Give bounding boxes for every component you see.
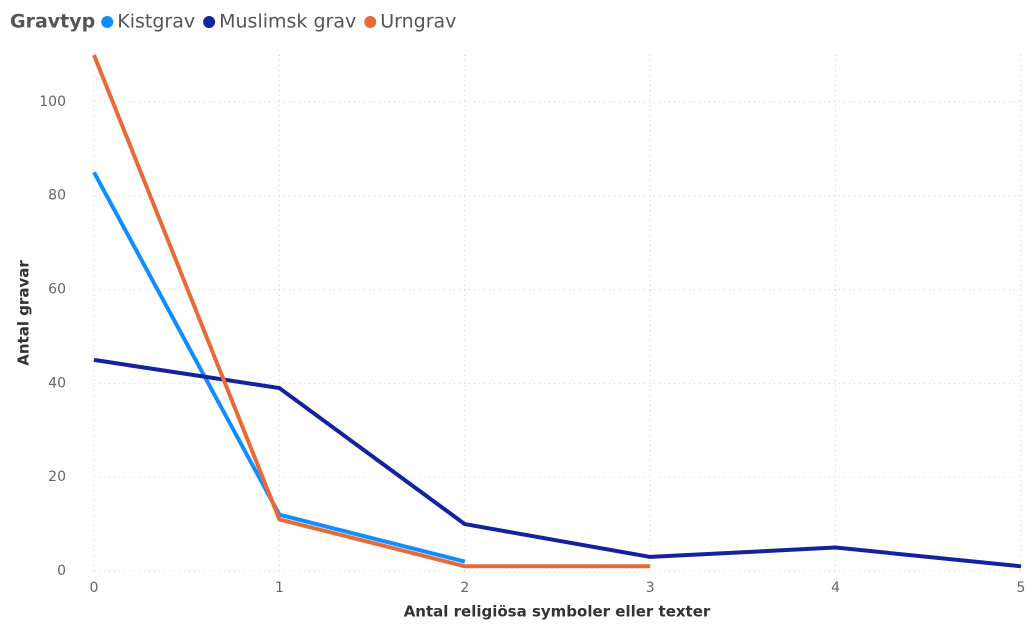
x-tick-label: 2 xyxy=(460,580,469,596)
legend-marker xyxy=(101,16,114,28)
y-tick-label: 80 xyxy=(48,188,66,204)
y-tick-label: 60 xyxy=(48,282,66,298)
x-tick-label: 1 xyxy=(275,580,284,596)
y-tick-label: 100 xyxy=(39,94,66,110)
legend-label: Urngrav xyxy=(380,11,456,33)
series-line xyxy=(92,54,651,569)
legend-marker xyxy=(203,16,216,28)
y-tick-label: 0 xyxy=(57,563,66,579)
y-axis-title: Antal gravar xyxy=(15,260,33,366)
legend-marker xyxy=(364,16,377,28)
x-axis-title: Antal religiösa symboler eller texter xyxy=(404,603,711,621)
x-tick-label: 3 xyxy=(646,580,655,596)
legend-label: Muslimsk grav xyxy=(219,11,356,33)
legend-label: Kistgrav xyxy=(117,11,195,33)
y-tick-label: 20 xyxy=(48,469,66,485)
x-tick-label: 4 xyxy=(831,580,840,596)
legend-title: Gravtyp xyxy=(10,11,95,33)
x-tick-label: 5 xyxy=(1017,580,1026,596)
series-line xyxy=(93,357,1022,569)
y-tick-label: 40 xyxy=(48,375,66,391)
x-tick-label: 0 xyxy=(90,580,99,596)
